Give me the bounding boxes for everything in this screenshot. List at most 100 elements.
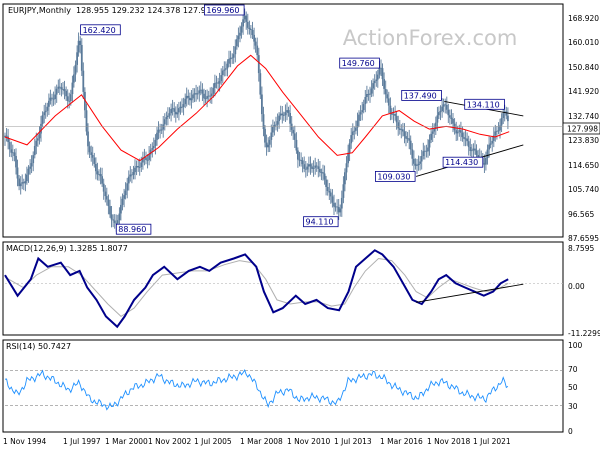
x-tick: 1 Mar 2008 (240, 437, 283, 446)
candle-body (395, 115, 398, 123)
candle-body (210, 93, 213, 97)
candle-body (323, 173, 326, 180)
candle-body (256, 45, 259, 56)
candle-body (46, 106, 49, 111)
candle-body (107, 199, 110, 207)
candle-body (85, 110, 88, 132)
candle-body (58, 86, 61, 88)
macd-y-tick: 0.00 (568, 282, 585, 291)
candle-body (123, 195, 125, 199)
candle-body (389, 105, 392, 113)
candle-body (137, 166, 140, 168)
candle-body (386, 94, 389, 99)
candle-body (398, 128, 401, 130)
candle-body (458, 130, 461, 132)
candle-body (452, 119, 454, 124)
candle-body (49, 97, 52, 101)
candle-body (22, 182, 25, 184)
candle-body (331, 196, 334, 203)
candle-body (486, 149, 489, 159)
candle-body (392, 114, 395, 115)
candle-body (124, 190, 127, 196)
candle-body (15, 156, 17, 168)
candle-body (419, 161, 421, 164)
price-annotation-box (115, 223, 152, 235)
candle-body (326, 187, 329, 191)
candle-body (135, 166, 138, 168)
macd-y-tick: -11.2299 (568, 329, 600, 338)
candle-body (51, 97, 53, 99)
candle-body (157, 129, 160, 133)
price-annotation-label: 109.030 (377, 172, 410, 181)
candle-body (391, 113, 393, 115)
candle-body (229, 57, 232, 60)
candle-body (423, 150, 426, 152)
candle-body (268, 139, 271, 145)
candle-body (62, 89, 64, 90)
candle-body (348, 143, 351, 153)
candle-body (375, 79, 378, 81)
x-tick: 1 Nov 1994 (3, 437, 46, 446)
candle-body (367, 94, 370, 95)
candle-body (228, 59, 230, 64)
candle-body (99, 174, 102, 177)
candle-body (359, 112, 362, 115)
candle-body (301, 160, 304, 165)
candle-body (253, 34, 255, 42)
candle-body (464, 138, 467, 140)
candle-body (492, 135, 495, 141)
candle-body (295, 139, 298, 151)
candle-body (91, 155, 94, 158)
candle-body (116, 220, 119, 224)
candle-body (33, 146, 36, 156)
price-title: EURJPY,Monthly (8, 6, 71, 15)
candle-body (286, 110, 288, 113)
price-annotation-label: 137.490 (404, 91, 437, 100)
x-tick: 1 Jul 2013 (334, 437, 372, 446)
candle-body (156, 132, 158, 140)
candle-body (261, 94, 263, 115)
candle-body (485, 158, 487, 165)
candle-body (405, 136, 407, 139)
candle-body (315, 165, 318, 167)
candle-body (220, 75, 223, 82)
candle-body (381, 68, 384, 80)
candle-body (340, 197, 343, 209)
price-annotation-label: 134.110 (467, 100, 500, 109)
price-y-axis: 168.920 160.010 150.840 141.920 132.740 … (568, 14, 599, 243)
candle-body (279, 113, 282, 116)
candle-body (278, 115, 280, 122)
candle-body (145, 157, 147, 160)
price-annotation-label: 169.960 (206, 6, 239, 15)
candle-body (507, 115, 509, 122)
price-annotation-box (464, 98, 505, 110)
candle-body (120, 204, 122, 214)
candle-body (434, 122, 437, 129)
candle-body (215, 82, 218, 84)
candle-body (489, 143, 492, 145)
candle-body (290, 123, 293, 130)
candle-body (7, 136, 9, 143)
candle-body (427, 147, 429, 152)
candle-body (57, 86, 60, 89)
candle-body (428, 139, 431, 148)
candle-body (450, 117, 453, 119)
candle-body (21, 182, 24, 184)
price-annotation-box (401, 90, 442, 101)
candle-body (364, 97, 367, 105)
candle-body (358, 114, 360, 121)
candle-body (19, 183, 22, 187)
candle-body (400, 129, 403, 131)
candle-body (242, 19, 244, 27)
price-y-tick: 168.920 (568, 14, 599, 23)
candle-body (140, 162, 143, 167)
x-tick: 1 Jul 1997 (63, 437, 101, 446)
watermark: ActionForex.com (343, 26, 518, 50)
candle-body (356, 120, 359, 128)
candle-body (402, 129, 404, 132)
candle-body (109, 206, 111, 215)
candle-body (376, 74, 379, 80)
candle-body (453, 123, 456, 131)
candle-body (185, 95, 188, 99)
candle-body (276, 121, 279, 125)
